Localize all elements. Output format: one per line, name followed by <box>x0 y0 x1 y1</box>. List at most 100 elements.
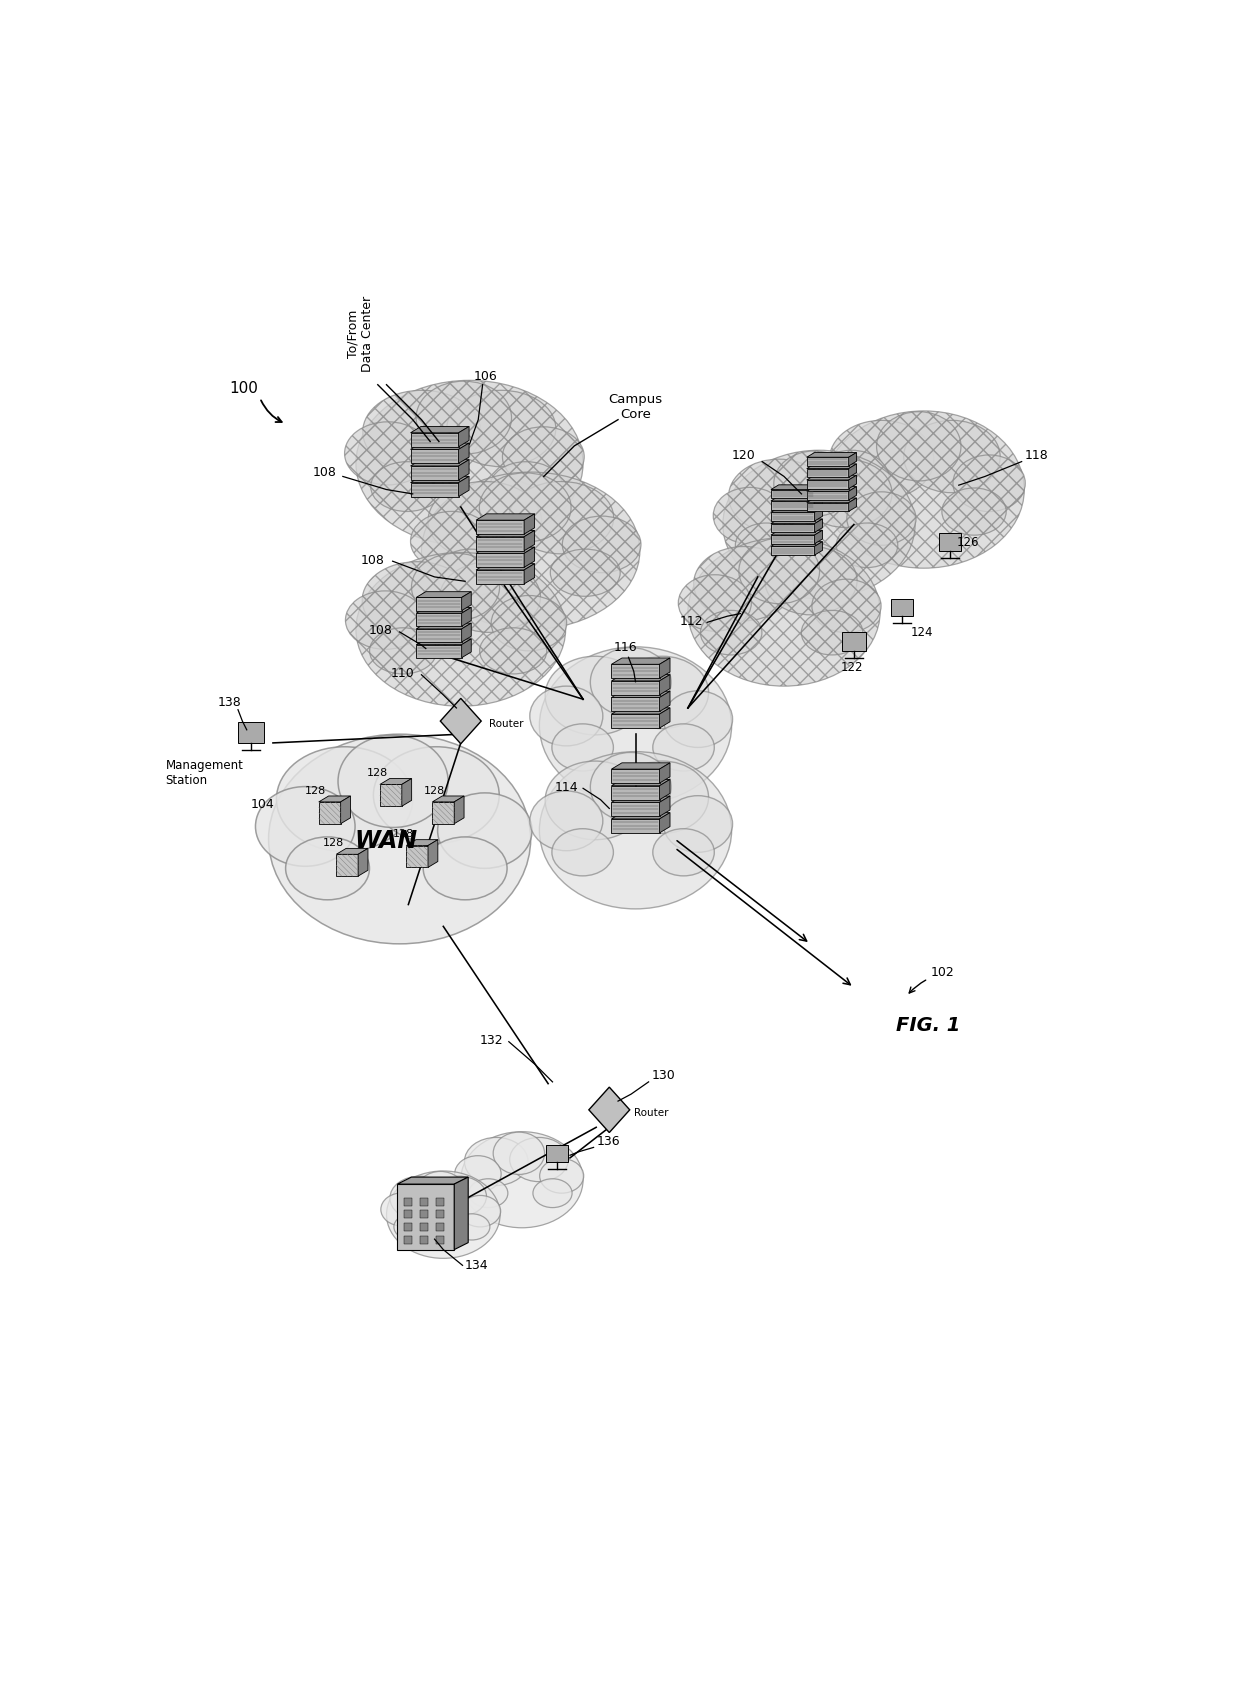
Ellipse shape <box>345 422 430 485</box>
Ellipse shape <box>269 734 531 945</box>
Polygon shape <box>459 477 469 497</box>
Ellipse shape <box>387 1170 500 1258</box>
Polygon shape <box>815 507 822 521</box>
Polygon shape <box>848 487 857 500</box>
Polygon shape <box>407 846 428 867</box>
Polygon shape <box>419 1197 428 1206</box>
Ellipse shape <box>812 580 882 633</box>
Polygon shape <box>848 465 857 477</box>
Polygon shape <box>319 802 341 824</box>
Polygon shape <box>461 639 471 658</box>
Polygon shape <box>410 449 459 463</box>
Polygon shape <box>807 465 857 468</box>
Ellipse shape <box>255 787 355 867</box>
Polygon shape <box>611 795 670 802</box>
Ellipse shape <box>363 390 481 473</box>
Polygon shape <box>410 483 459 497</box>
Polygon shape <box>611 763 670 768</box>
Polygon shape <box>842 633 866 651</box>
Ellipse shape <box>774 451 854 516</box>
Polygon shape <box>403 1236 412 1243</box>
Text: To/From
Data Center: To/From Data Center <box>346 295 374 371</box>
Ellipse shape <box>529 687 603 746</box>
Polygon shape <box>807 468 848 477</box>
Polygon shape <box>771 490 815 499</box>
Ellipse shape <box>552 829 614 875</box>
Polygon shape <box>238 722 264 743</box>
Polygon shape <box>660 780 670 801</box>
Polygon shape <box>435 1197 444 1206</box>
Polygon shape <box>525 514 534 534</box>
Polygon shape <box>848 475 857 488</box>
Ellipse shape <box>847 492 916 546</box>
Polygon shape <box>890 599 914 616</box>
Ellipse shape <box>904 421 1001 494</box>
Polygon shape <box>771 485 822 490</box>
Ellipse shape <box>533 1179 572 1208</box>
Polygon shape <box>771 546 815 555</box>
Polygon shape <box>403 1223 412 1231</box>
Text: 110: 110 <box>391 668 414 680</box>
Polygon shape <box>476 531 534 536</box>
Polygon shape <box>419 1211 428 1218</box>
Polygon shape <box>358 848 368 877</box>
Polygon shape <box>417 614 461 626</box>
Polygon shape <box>611 768 660 784</box>
Ellipse shape <box>346 590 425 650</box>
Ellipse shape <box>701 611 761 655</box>
Ellipse shape <box>877 412 961 482</box>
Ellipse shape <box>446 390 556 466</box>
Ellipse shape <box>422 471 640 629</box>
Ellipse shape <box>412 553 500 621</box>
Polygon shape <box>461 607 471 626</box>
Polygon shape <box>341 795 351 824</box>
Text: 132: 132 <box>480 1035 503 1048</box>
Ellipse shape <box>465 1138 528 1186</box>
Text: 108: 108 <box>312 466 336 480</box>
Polygon shape <box>611 802 660 816</box>
Polygon shape <box>807 502 848 512</box>
Text: 118: 118 <box>1024 449 1048 461</box>
Polygon shape <box>807 499 857 502</box>
Ellipse shape <box>616 656 708 729</box>
Text: 116: 116 <box>614 641 637 655</box>
Ellipse shape <box>502 427 584 487</box>
Ellipse shape <box>735 522 797 568</box>
Ellipse shape <box>371 461 444 512</box>
Polygon shape <box>660 692 670 711</box>
Polygon shape <box>440 699 481 745</box>
Ellipse shape <box>490 461 563 512</box>
Ellipse shape <box>552 724 614 772</box>
Ellipse shape <box>454 1214 490 1240</box>
Polygon shape <box>417 592 471 597</box>
Ellipse shape <box>539 751 732 909</box>
Text: 106: 106 <box>474 370 497 383</box>
Polygon shape <box>419 1236 428 1243</box>
Ellipse shape <box>678 575 751 631</box>
Ellipse shape <box>510 1138 568 1182</box>
Text: Router: Router <box>634 1107 668 1118</box>
Ellipse shape <box>729 460 828 534</box>
Text: Management
Station: Management Station <box>165 760 243 787</box>
Text: Campus
Core: Campus Core <box>609 392 662 421</box>
Polygon shape <box>428 840 438 867</box>
Ellipse shape <box>942 488 1006 536</box>
Ellipse shape <box>410 512 494 572</box>
Polygon shape <box>848 499 857 512</box>
Polygon shape <box>611 714 660 728</box>
Polygon shape <box>815 485 822 499</box>
Polygon shape <box>319 795 351 802</box>
Polygon shape <box>410 426 469 432</box>
Polygon shape <box>476 521 525 534</box>
Ellipse shape <box>800 460 892 527</box>
Ellipse shape <box>801 611 863 655</box>
Polygon shape <box>410 432 459 446</box>
Text: 120: 120 <box>732 449 755 461</box>
Polygon shape <box>771 507 822 512</box>
Ellipse shape <box>529 790 603 851</box>
Polygon shape <box>807 492 848 500</box>
Polygon shape <box>660 658 670 678</box>
Ellipse shape <box>837 488 900 536</box>
Ellipse shape <box>663 690 733 748</box>
Polygon shape <box>546 1145 568 1162</box>
